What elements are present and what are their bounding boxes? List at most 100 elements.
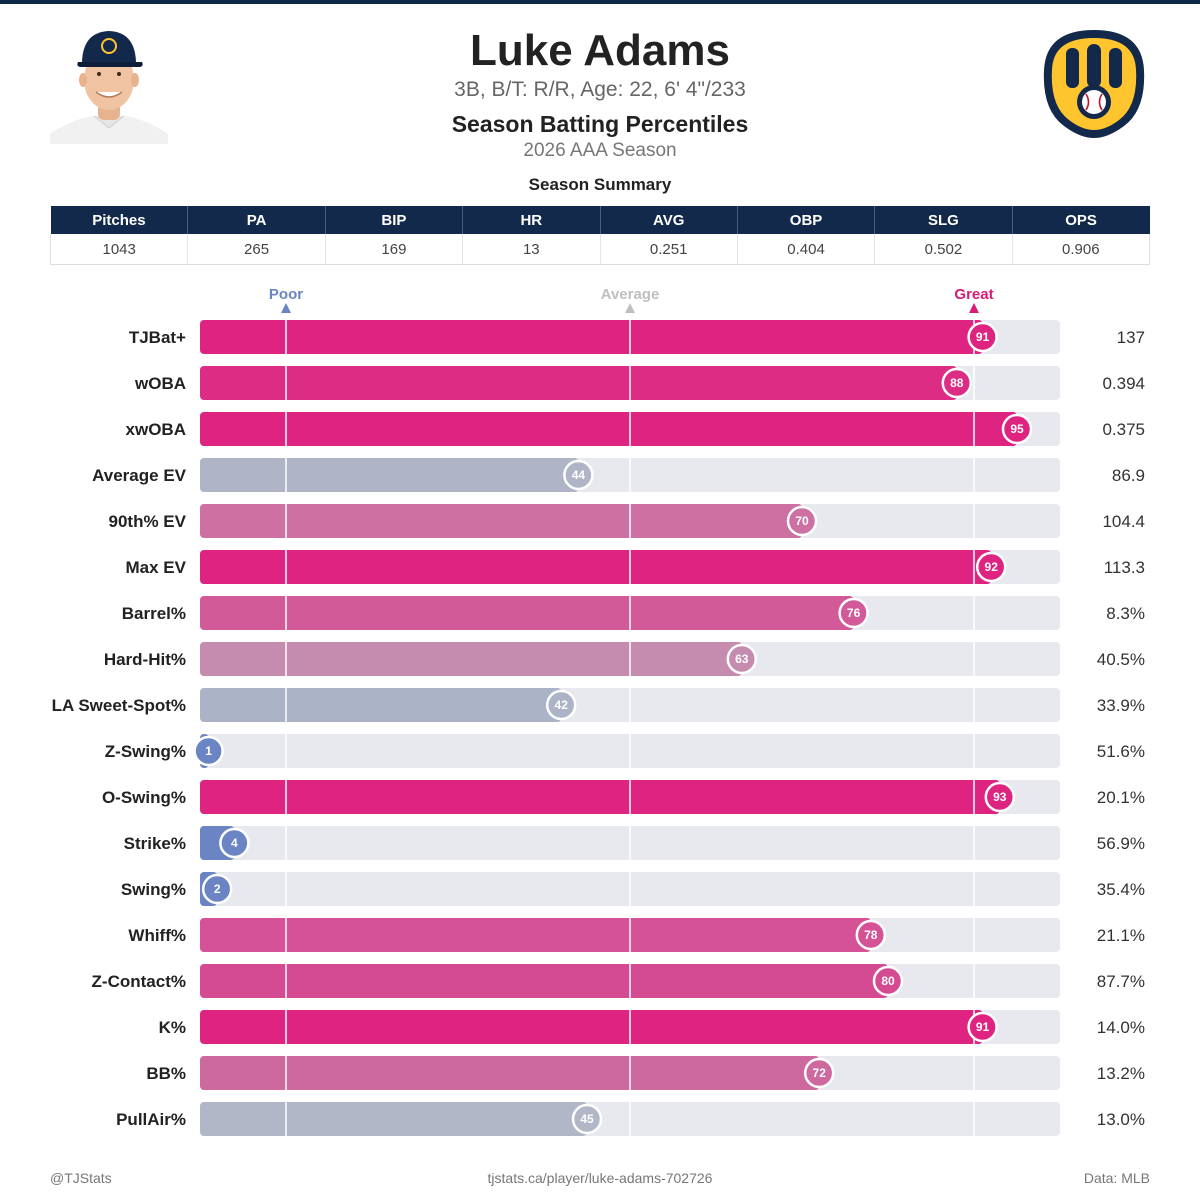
- percentile-bar: [200, 596, 854, 630]
- summary-header-row: Pitches PA BIP HR AVG OBP SLG OPS: [50, 206, 1150, 234]
- summary-value-cell: 1043: [49, 234, 189, 265]
- percentile-value: 44: [572, 468, 586, 482]
- percentile-bar: [200, 688, 562, 722]
- metric-label: Z-Swing%: [105, 742, 186, 761]
- metric-label: Strike%: [124, 834, 186, 853]
- team-logo-icon: [1043, 30, 1145, 138]
- metric-label: Barrel%: [122, 604, 186, 623]
- percentile-value: 45: [580, 1112, 594, 1126]
- stat-value: 87.7%: [1097, 972, 1145, 991]
- metric-label: Swing%: [121, 880, 186, 899]
- percentile-badge: [975, 551, 1007, 583]
- player-name: Luke Adams: [469, 26, 730, 75]
- metric-label: K%: [159, 1018, 186, 1037]
- percentile-value: 63: [735, 652, 749, 666]
- summary-value-cell: 0.251: [600, 234, 738, 265]
- footer-handle: @TJStats: [50, 1170, 112, 1186]
- marker-label-average: Average: [601, 286, 660, 303]
- player-headshot: [50, 31, 168, 144]
- percentile-bar: [200, 504, 802, 538]
- percentile-badge: [855, 919, 887, 951]
- footer-url[interactable]: tjstats.ca/player/luke-adams-702726: [487, 1170, 713, 1186]
- stat-value: 86.9: [1112, 466, 1145, 485]
- stat-value: 51.6%: [1097, 742, 1145, 761]
- metric-label: PullAir%: [116, 1110, 186, 1129]
- summary-value-cell: 169: [325, 234, 464, 265]
- percentile-bar: [200, 366, 957, 400]
- percentile-bar: [200, 458, 579, 492]
- stat-value: 13.2%: [1097, 1064, 1145, 1083]
- percentile-value: 42: [555, 698, 569, 712]
- percentile-badge: [941, 367, 973, 399]
- stat-value: 20.1%: [1097, 788, 1145, 807]
- percentile-badge: [1001, 413, 1033, 445]
- percentile-badge: [726, 643, 758, 675]
- top-rule: [0, 0, 1200, 4]
- stat-value: 0.375: [1102, 420, 1145, 439]
- summary-header-cell: Pitches: [50, 206, 189, 234]
- metric-label: 90th% EV: [109, 512, 187, 531]
- percentile-bar: [200, 780, 1000, 814]
- percentile-bar: [200, 964, 888, 998]
- stat-value: 21.1%: [1097, 926, 1145, 945]
- percentile-badge: [984, 781, 1016, 813]
- percentile-badge: [786, 505, 818, 537]
- percentile-bar: [200, 642, 742, 676]
- metric-label: xwOBA: [126, 420, 186, 439]
- marker-label-great: Great: [954, 286, 993, 303]
- stat-value: 0.394: [1102, 374, 1145, 393]
- percentile-badge: [563, 459, 594, 491]
- metric-label: wOBA: [134, 374, 186, 393]
- stat-value: 13.0%: [1097, 1110, 1145, 1129]
- metric-label: Hard-Hit%: [104, 650, 186, 669]
- season-summary-table: Pitches PA BIP HR AVG OBP SLG OPS 1043 2…: [49, 206, 1151, 265]
- percentile-value: 93: [993, 790, 1007, 804]
- summary-value-cell: 0.502: [874, 234, 1013, 265]
- marker-label-poor: Poor: [269, 286, 303, 303]
- percentile-badge: [571, 1103, 603, 1135]
- summary-value-row: 1043 265 169 13 0.251 0.404 0.502 0.906: [49, 234, 1151, 265]
- percentile-value: 4: [231, 836, 238, 850]
- marker-arrow-average: [625, 303, 635, 313]
- percentile-value: 91: [976, 1020, 990, 1034]
- percentile-value: 76: [847, 606, 861, 620]
- footer-source: Data: MLB: [1083, 1170, 1150, 1186]
- summary-header-cell: BIP: [325, 206, 464, 234]
- summary-header-cell: OBP: [737, 206, 876, 234]
- marker-arrow-great: [969, 303, 979, 313]
- stat-value: 8.3%: [1106, 604, 1145, 623]
- summary-header-cell: SLG: [874, 206, 1013, 234]
- chart-title: Season Batting Percentiles: [451, 111, 749, 137]
- percentile-bar: [200, 1056, 820, 1090]
- player-bio: 3B, B/T: R/R, Age: 22, 6' 4"/233: [454, 78, 746, 101]
- metric-label: LA Sweet-Spot%: [52, 696, 186, 715]
- summary-header-cell: HR: [462, 206, 601, 234]
- metric-label: Max EV: [126, 558, 187, 577]
- percentile-badge: [967, 321, 998, 353]
- stat-value: 40.5%: [1097, 650, 1145, 669]
- percentile-badge: [838, 597, 869, 629]
- metric-label: Average EV: [92, 466, 187, 485]
- metric-label: Whiff%: [128, 926, 186, 945]
- percentile-chart: Poor Average Great TJBat+ 91 137 wOBA 88 0.394 xw…: [52, 286, 1145, 1136]
- summary-value-cell: 0.906: [1012, 234, 1151, 265]
- percentile-value: 91: [976, 330, 990, 344]
- percentile-value: 2: [214, 882, 221, 896]
- stat-value: 56.9%: [1097, 834, 1145, 853]
- stat-value: 137: [1117, 328, 1145, 347]
- summary-value-cell: 0.404: [737, 234, 876, 265]
- percentile-badge: [872, 965, 904, 997]
- stat-value: 33.9%: [1097, 696, 1145, 715]
- percentile-bar: [200, 320, 983, 354]
- percentile-badge: [803, 1057, 835, 1089]
- percentile-value: 95: [1010, 422, 1024, 436]
- percentile-value: 80: [881, 974, 895, 988]
- stat-value: 14.0%: [1097, 1018, 1145, 1037]
- percentile-value: 1: [205, 744, 212, 758]
- percentile-value: 92: [985, 560, 999, 574]
- stat-value: 35.4%: [1097, 880, 1145, 899]
- percentile-bar: [200, 1102, 587, 1136]
- percentile-badge: [201, 873, 233, 905]
- season-label: 2026 AAA Season: [523, 140, 677, 161]
- metric-label: Z-Contact%: [92, 972, 186, 991]
